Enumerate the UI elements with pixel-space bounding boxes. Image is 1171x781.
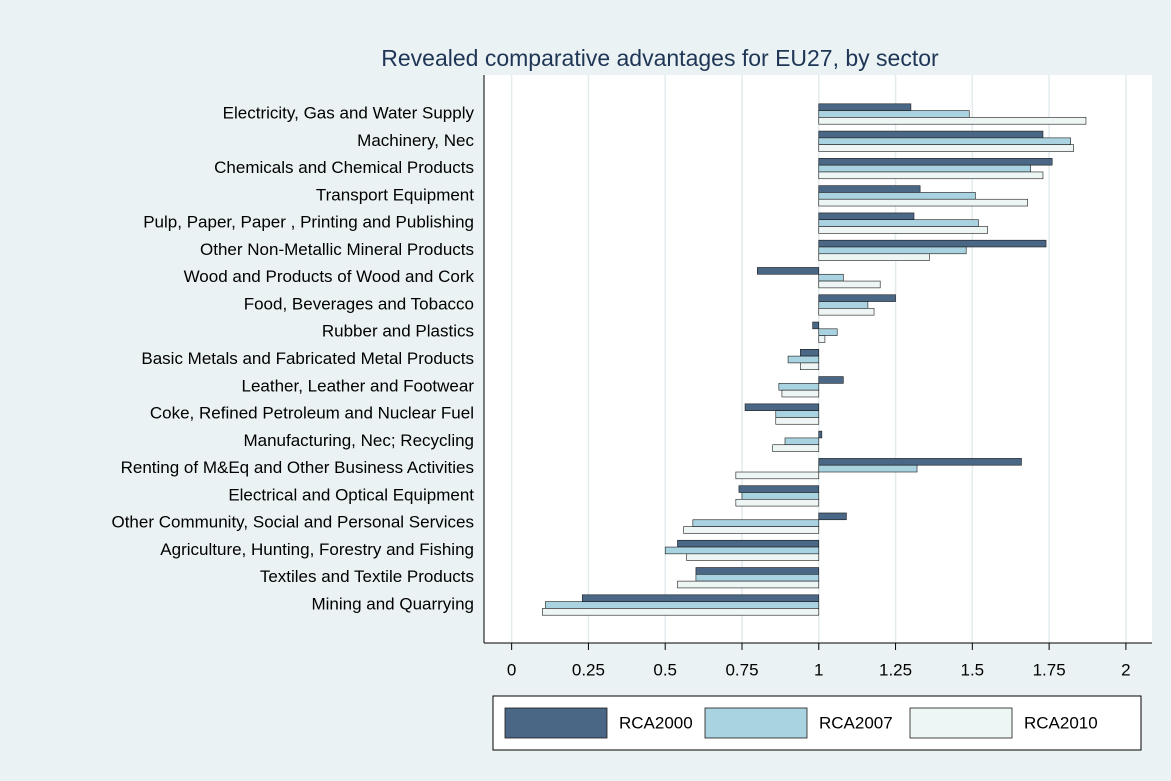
bar — [818, 328, 838, 336]
bar — [545, 601, 820, 609]
bar — [818, 464, 918, 473]
y-tick-label: Textiles and Textile Products — [260, 567, 474, 586]
y-tick-label: Chemicals and Chemical Products — [214, 158, 474, 177]
bar — [818, 512, 847, 521]
bar — [664, 546, 820, 555]
bar — [542, 608, 820, 616]
bar — [818, 192, 976, 200]
bar — [818, 376, 844, 384]
bar — [775, 417, 820, 425]
bar — [818, 103, 912, 111]
x-tick-label: 2 — [1121, 660, 1130, 679]
legend-label: RCA2010 — [1024, 713, 1098, 732]
bar — [818, 219, 979, 227]
bar — [695, 567, 820, 575]
bar — [818, 280, 881, 289]
bar — [818, 110, 970, 118]
y-tick-label: Leather, Leather and Footwear — [242, 376, 475, 395]
bar — [818, 273, 844, 282]
chart-title: Revealed comparative advantages for EU27… — [381, 45, 939, 71]
bar — [781, 389, 820, 398]
bar — [818, 301, 869, 309]
x-tick-label: 0.25 — [572, 660, 605, 679]
bar — [683, 526, 820, 534]
bar — [818, 430, 823, 439]
x-tick-label: 1.25 — [879, 660, 912, 679]
bar — [818, 226, 988, 234]
legend-swatch — [909, 707, 1013, 739]
x-tick-label: 1 — [814, 660, 823, 679]
y-tick-label: Coke, Refined Petroleum and Nuclear Fuel — [150, 404, 474, 423]
bar — [800, 362, 820, 370]
bar — [800, 348, 820, 357]
bar — [775, 410, 820, 418]
bar — [818, 158, 1053, 166]
bar — [812, 321, 820, 330]
y-tick-label: Other Non-Metallic Mineral Products — [200, 240, 474, 259]
legend-label: RCA2007 — [819, 713, 893, 732]
legend-swatch — [704, 707, 808, 739]
bar — [772, 444, 820, 452]
bar — [818, 239, 1047, 248]
bar — [677, 580, 820, 589]
bar — [778, 383, 820, 391]
x-tick-label: 1.75 — [1033, 660, 1066, 679]
y-tick-label: Transport Equipment — [316, 185, 474, 204]
bar — [757, 267, 820, 275]
y-tick-label: Electrical and Optical Equipment — [228, 485, 474, 504]
y-tick-label: Machinery, Nec — [357, 131, 474, 150]
bar — [741, 492, 820, 500]
bar — [818, 117, 1087, 125]
y-tick-label: Mining and Quarrying — [311, 594, 474, 613]
bar — [818, 458, 1022, 466]
bar — [818, 246, 967, 255]
y-tick-label: Pulp, Paper, Paper , Printing and Publis… — [143, 213, 474, 232]
legend-swatch — [504, 707, 608, 739]
bar — [735, 471, 820, 480]
bar — [818, 164, 1031, 173]
bar — [686, 553, 820, 561]
bar — [818, 144, 1074, 152]
bar — [692, 519, 820, 527]
bar — [818, 212, 915, 221]
bar — [695, 574, 820, 582]
bar — [818, 294, 896, 302]
y-tick-label: Renting of M&Eq and Other Business Activ… — [121, 458, 474, 477]
bar — [818, 130, 1044, 139]
bar — [818, 171, 1044, 180]
y-tick-label: Basic Metals and Fabricated Metal Produc… — [141, 349, 474, 368]
bar — [738, 485, 820, 493]
y-tick-label: Manufacturing, Nec; Recycling — [243, 431, 474, 450]
y-tick-label: Wood and Products of Wood and Cork — [184, 267, 475, 286]
x-tick-label: 0 — [507, 660, 516, 679]
x-tick-label: 0.75 — [725, 660, 758, 679]
bar — [818, 137, 1071, 145]
bar — [784, 437, 820, 446]
bar — [744, 403, 820, 411]
bar — [818, 198, 1028, 207]
bar — [677, 539, 820, 548]
y-tick-label: Other Community, Social and Personal Ser… — [111, 513, 474, 532]
x-tick-label: 1.5 — [961, 660, 985, 679]
legend-label: RCA2000 — [619, 713, 693, 732]
y-tick-label: Food, Beverages and Tobacco — [244, 294, 474, 313]
bar — [581, 594, 820, 602]
bar — [787, 355, 820, 364]
bar — [735, 498, 820, 507]
bar — [818, 308, 875, 316]
y-tick-label: Electricity, Gas and Water Supply — [223, 103, 475, 122]
bar — [818, 185, 921, 193]
y-tick-label: Agriculture, Hunting, Forestry and Fishi… — [160, 540, 474, 559]
x-tick-label: 0.5 — [653, 660, 677, 679]
bar — [818, 335, 826, 343]
y-tick-label: Rubber and Plastics — [322, 322, 474, 341]
bar — [818, 253, 930, 261]
